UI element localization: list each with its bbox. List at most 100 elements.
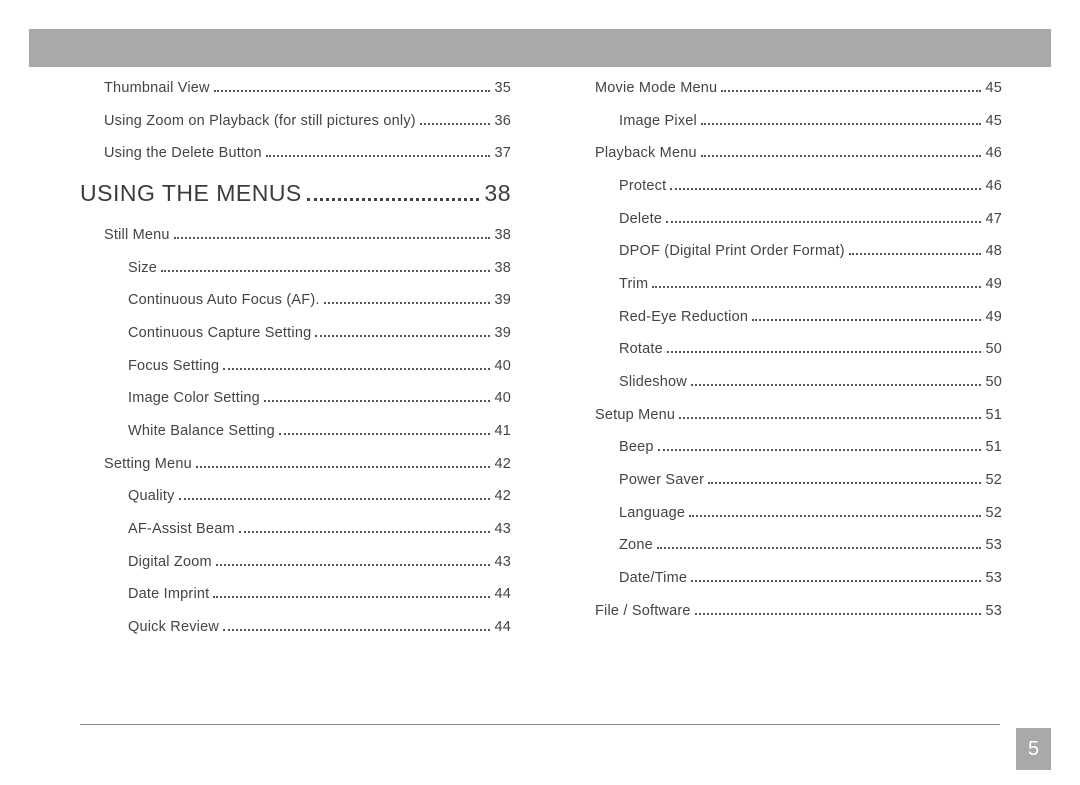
- leader-dots: [849, 247, 982, 256]
- leader-dots: [670, 181, 981, 190]
- entry-label: Date/Time: [619, 570, 687, 587]
- entry-page: 50: [985, 341, 1002, 358]
- toc-entry: Thumbnail View35: [80, 80, 511, 97]
- toc-entry: Date Imprint44: [80, 586, 511, 603]
- leader-dots: [264, 394, 491, 403]
- toc-entry: Focus Setting 40: [80, 358, 511, 375]
- leader-dots: [213, 590, 490, 599]
- toc-entry: Quality 42: [80, 488, 511, 505]
- leader-dots: [223, 361, 490, 370]
- leader-dots: [721, 83, 981, 92]
- toc-entry: Playback Menu46: [571, 145, 1002, 162]
- entry-label: Trim: [619, 276, 648, 293]
- entry-page: 35: [494, 80, 511, 97]
- entry-label: Digital Zoom: [128, 554, 212, 571]
- entry-page: 52: [985, 505, 1002, 522]
- entry-label: Playback Menu: [595, 145, 697, 162]
- entry-page: 42: [494, 488, 511, 505]
- toc-entry: Red-Eye Reduction 49: [571, 309, 1002, 326]
- entry-label: Red-Eye Reduction: [619, 309, 748, 326]
- toc-entry: DPOF (Digital Print Order Format)48: [571, 243, 1002, 260]
- entry-page: 39: [494, 292, 511, 309]
- entry-label: Quick Review: [128, 619, 219, 636]
- entry-label: Date Imprint: [128, 586, 209, 603]
- entry-page: 52: [985, 472, 1002, 489]
- leader-dots: [420, 116, 491, 125]
- leader-dots: [652, 279, 981, 288]
- toc-entry: File / Software53: [571, 603, 1002, 620]
- entry-label: White Balance Setting: [128, 423, 275, 440]
- leader-dots: [324, 296, 491, 305]
- entry-page: 49: [985, 276, 1002, 293]
- entry-label: Delete: [619, 211, 662, 228]
- toc-entry: Movie Mode Menu45: [571, 80, 1002, 97]
- entry-page: 40: [494, 390, 511, 407]
- leader-dots: [658, 443, 982, 452]
- heading-page: 38: [484, 180, 511, 207]
- entry-label: Focus Setting: [128, 358, 219, 375]
- leader-dots: [279, 426, 491, 435]
- entry-label: Image Pixel: [619, 113, 697, 130]
- entry-page: 40: [494, 358, 511, 375]
- entry-page: 43: [494, 554, 511, 571]
- entry-page: 44: [494, 619, 511, 636]
- toc-entry: Digital Zoom 43: [80, 554, 511, 571]
- entry-label: Using Zoom on Playback (for still pictur…: [104, 113, 416, 130]
- toc-left-column: Thumbnail View35 Using Zoom on Playback (…: [80, 80, 511, 720]
- entry-page: 49: [985, 309, 1002, 326]
- toc-entry: Language 52: [571, 505, 1002, 522]
- toc-entry: White Balance Setting41: [80, 423, 511, 440]
- entry-label: Language: [619, 505, 685, 522]
- leader-dots: [691, 377, 982, 386]
- entry-label: Protect: [619, 178, 666, 195]
- leader-dots: [196, 459, 491, 468]
- toc-content: Thumbnail View35 Using Zoom on Playback (…: [80, 80, 1002, 720]
- entry-label: AF-Assist Beam: [128, 521, 235, 538]
- heading-label: USING THE MENUS: [80, 180, 302, 207]
- toc-entry: Continuous Auto Focus (AF).39: [80, 292, 511, 309]
- toc-section-heading: USING THE MENUS 38: [80, 180, 511, 207]
- leader-dots: [691, 573, 981, 582]
- toc-entry: Power Saver52: [571, 472, 1002, 489]
- leader-dots: [701, 149, 982, 158]
- entry-label: Still Menu: [104, 227, 170, 244]
- leader-dots: [315, 328, 490, 337]
- toc-entry: Delete47: [571, 211, 1002, 228]
- toc-entry: Image Pixel 45: [571, 113, 1002, 130]
- entry-page: 45: [985, 113, 1002, 130]
- toc-entry: Protect46: [571, 178, 1002, 195]
- entry-label: Using the Delete Button: [104, 145, 262, 162]
- page: Thumbnail View35 Using Zoom on Playback (…: [0, 0, 1080, 785]
- leader-dots: [174, 230, 491, 239]
- entry-page: 37: [494, 145, 511, 162]
- leader-dots: [179, 492, 491, 501]
- leader-dots: [239, 524, 491, 533]
- leader-dots: [695, 606, 982, 615]
- entry-page: 53: [985, 537, 1002, 554]
- entry-page: 43: [494, 521, 511, 538]
- toc-entry: Continuous Capture Setting39: [80, 325, 511, 342]
- header-bar: [29, 29, 1051, 67]
- entry-label: Quality: [128, 488, 175, 505]
- entry-label: Rotate: [619, 341, 663, 358]
- entry-page: 53: [985, 570, 1002, 587]
- entry-label: Zone: [619, 537, 653, 554]
- entry-page: 50: [985, 374, 1002, 391]
- entry-page: 48: [985, 243, 1002, 260]
- entry-label: File / Software: [595, 603, 691, 620]
- toc-entry: Beep51: [571, 439, 1002, 456]
- toc-entry: Slideshow 50: [571, 374, 1002, 391]
- entry-page: 38: [494, 227, 511, 244]
- leader-dots: [666, 214, 981, 223]
- leader-dots: [667, 345, 982, 354]
- leader-dots: [307, 188, 480, 201]
- entry-page: 36: [494, 113, 511, 130]
- toc-right-column: Movie Mode Menu45 Image Pixel 45 Playback M…: [571, 80, 1002, 720]
- entry-label: Slideshow: [619, 374, 687, 391]
- toc-entry: Size38: [80, 260, 511, 277]
- toc-entry: Setting Menu42: [80, 456, 511, 473]
- entry-page: 45: [985, 80, 1002, 97]
- entry-label: Size: [128, 260, 157, 277]
- entry-label: Image Color Setting: [128, 390, 260, 407]
- page-number: 5: [1028, 738, 1039, 761]
